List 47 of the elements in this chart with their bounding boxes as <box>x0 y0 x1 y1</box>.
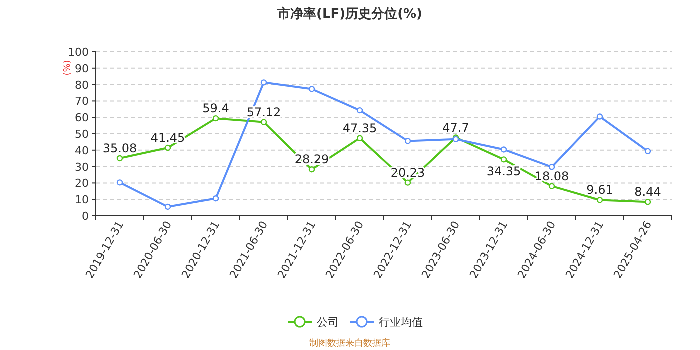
legend-label: 公司 <box>317 316 339 329</box>
y-tick-label: 40 <box>75 144 89 158</box>
data-label: 9.61 <box>586 183 614 198</box>
point <box>116 180 124 186</box>
point <box>260 119 268 126</box>
data-label: 18.08 <box>534 169 570 184</box>
point <box>212 196 220 202</box>
point <box>596 114 604 120</box>
point <box>404 138 412 144</box>
y-tick-label: 60 <box>75 112 89 125</box>
y-tick-label: 0 <box>82 210 89 223</box>
y-tick-label: 70 <box>75 95 89 108</box>
text: 制图数据来自数据库 <box>310 338 390 349</box>
data-label: 47.7 <box>442 120 470 135</box>
point <box>212 115 220 122</box>
y-tick-label: 100 <box>68 46 89 59</box>
point <box>116 155 124 162</box>
point <box>308 86 316 92</box>
point <box>356 107 364 114</box>
point <box>308 166 316 173</box>
point <box>596 197 604 204</box>
data-label: 8.44 <box>634 185 662 200</box>
data-label: 35.08 <box>102 141 138 156</box>
data-label: 47.35 <box>342 121 378 136</box>
legend-label: 行业均值 <box>379 316 423 329</box>
point <box>404 180 412 186</box>
data-label: 59.4 <box>202 102 230 116</box>
y-tick-label: 20 <box>75 177 89 190</box>
point <box>644 148 652 154</box>
point <box>164 204 172 210</box>
point <box>548 183 556 190</box>
chart-title: 市净率(LF)历史分位(%) <box>276 6 422 22</box>
y-tick-label: 80 <box>75 78 89 92</box>
point <box>548 164 556 170</box>
data-label: 34.35 <box>486 164 522 179</box>
point <box>356 135 364 142</box>
y-axis-title: (%) <box>63 60 73 76</box>
point <box>260 80 268 86</box>
y-tick-label: 10 <box>75 194 89 207</box>
y-tick-label: 30 <box>75 160 89 174</box>
point <box>500 156 508 163</box>
y-tick-label: 50 <box>75 128 89 141</box>
data-label: 41.45 <box>150 131 186 146</box>
point <box>164 144 172 152</box>
y-tick-label: 90 <box>75 62 89 76</box>
point <box>644 199 652 206</box>
point <box>500 146 508 153</box>
